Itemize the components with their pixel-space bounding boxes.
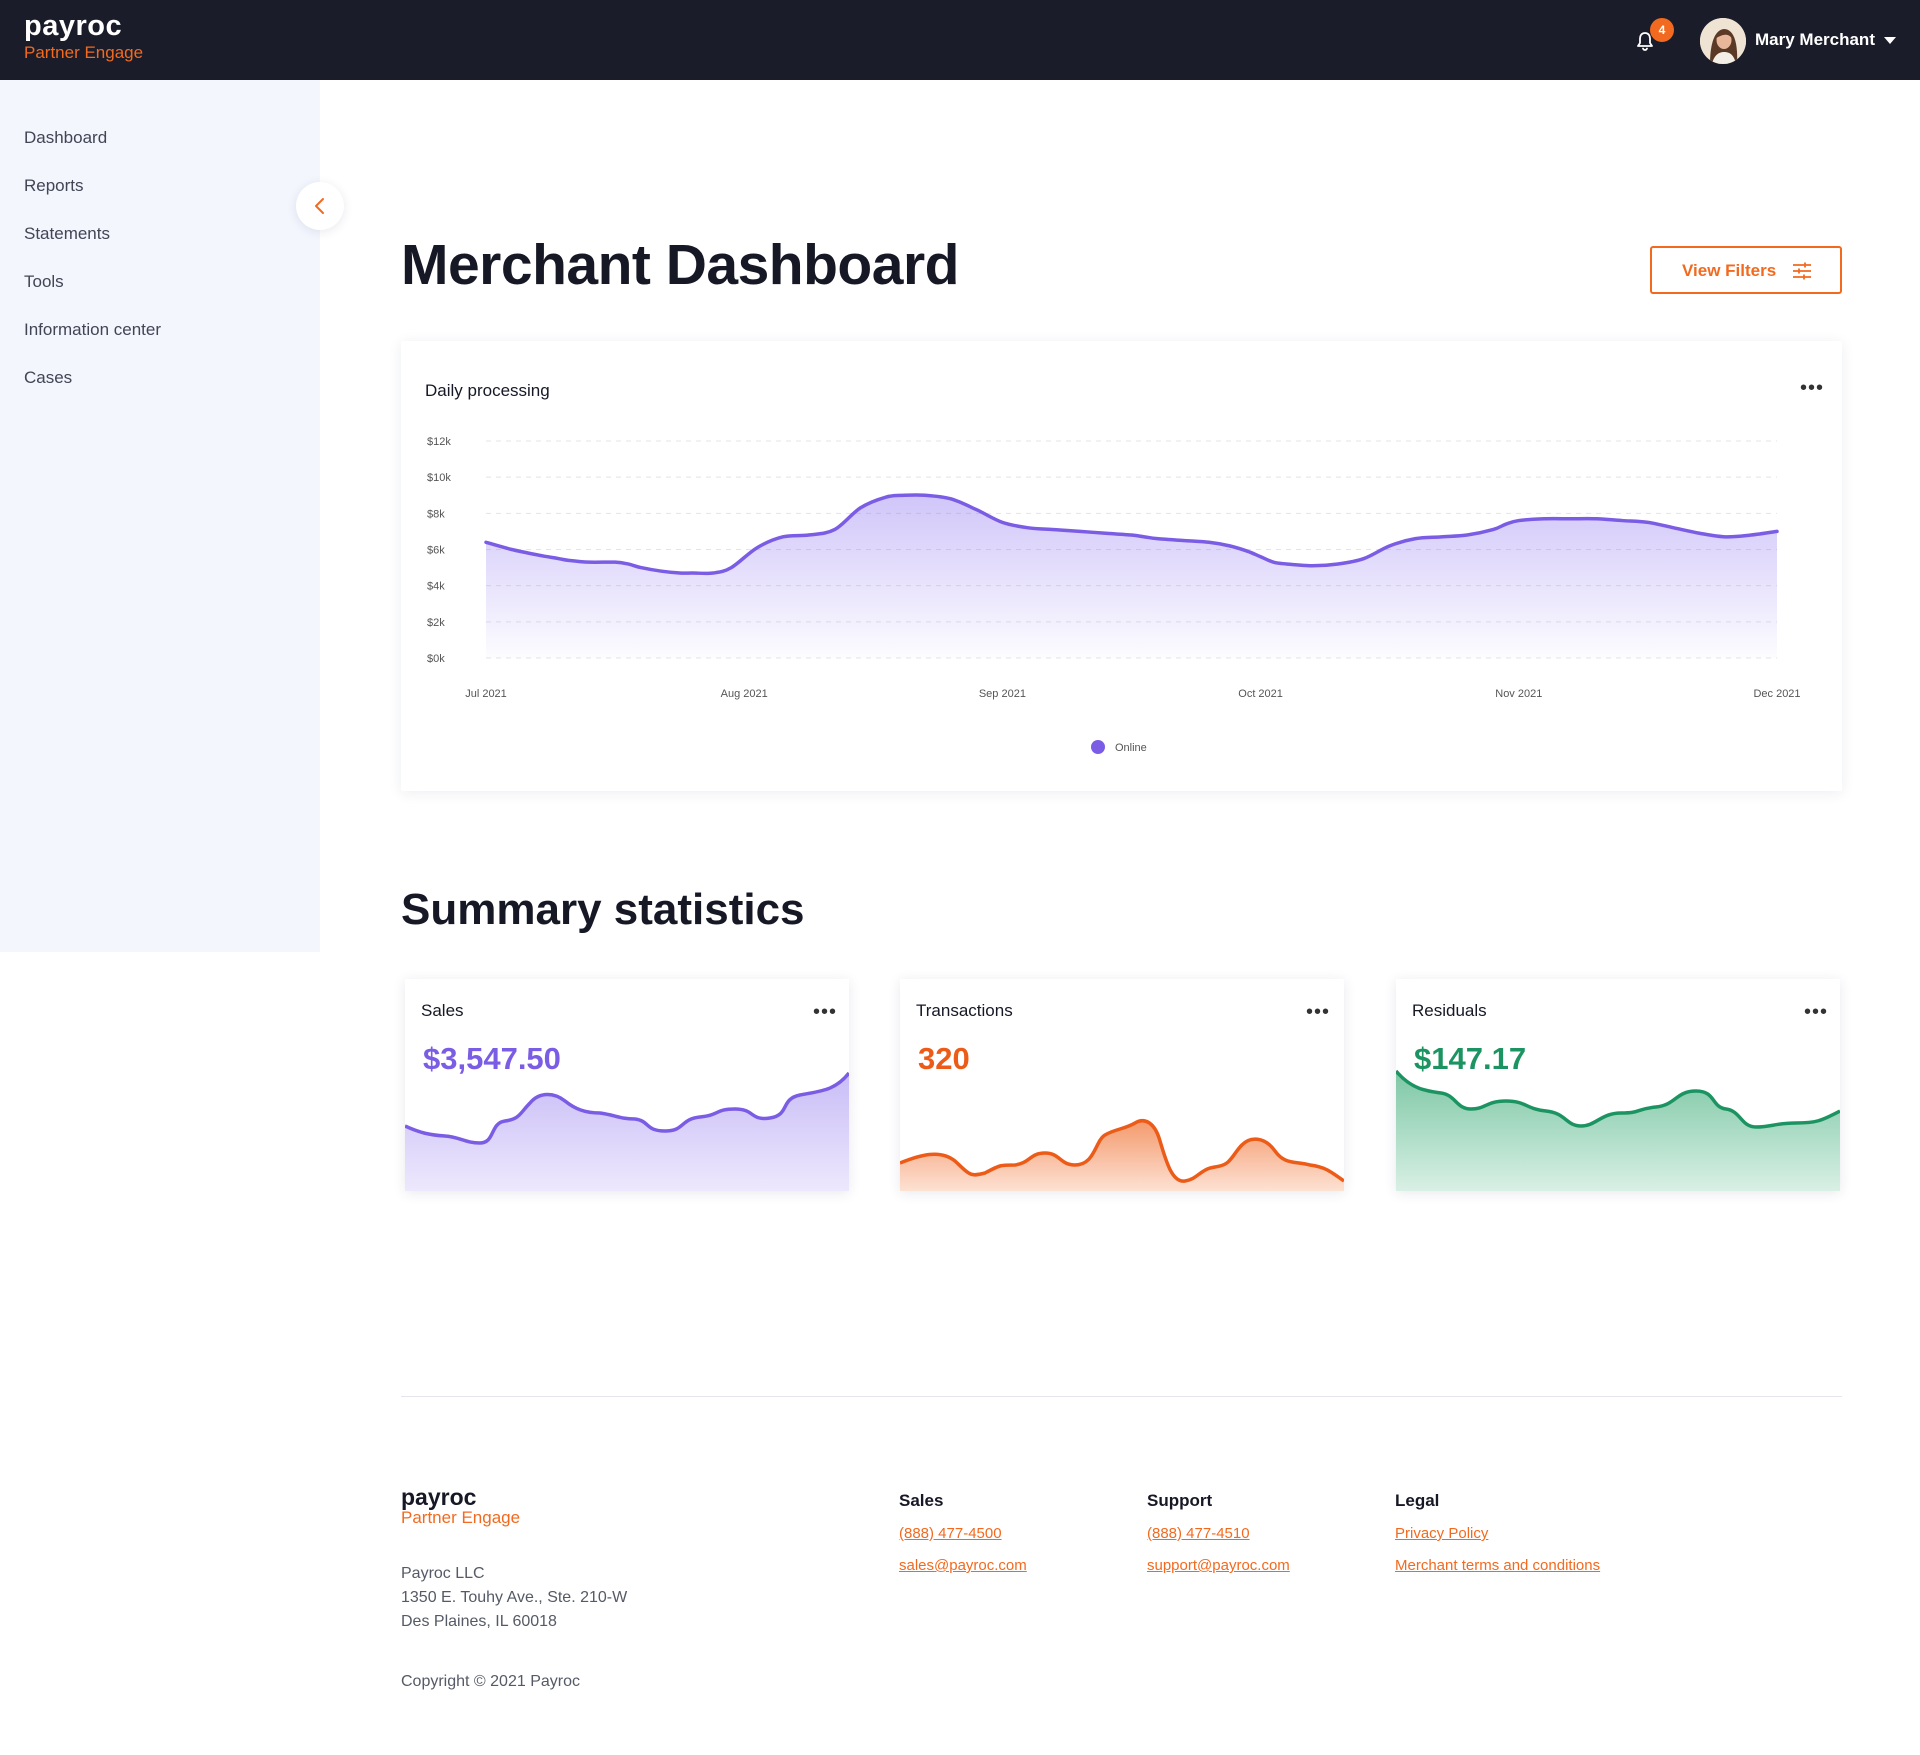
footer-copyright: Copyright © 2021 Payroc [401, 1673, 580, 1690]
x-tick-label: Nov 2021 [1495, 688, 1542, 700]
summary-title: Summary statistics [401, 885, 805, 934]
footer-company: Payroc LLC [401, 1565, 485, 1582]
sidebar-item-reports[interactable]: Reports [24, 176, 84, 195]
y-tick-label: $12k [427, 436, 451, 448]
sidebar-item-information-center[interactable]: Information center [24, 320, 162, 339]
footer-logo-wordmark[interactable]: payroc [401, 1484, 477, 1510]
stat-label: Residuals [1412, 1001, 1487, 1020]
avatar[interactable] [1700, 18, 1746, 64]
chart-title: Daily processing [425, 381, 550, 400]
y-tick-label: $6k [427, 545, 445, 557]
daily-processing-card: Daily processing ••• $0k $2k $4k $6k $8k $10k… [401, 341, 1842, 791]
x-tick-label: Oct 2021 [1238, 688, 1283, 700]
x-tick-label: Aug 2021 [721, 688, 768, 700]
y-tick-label: $4k [427, 581, 445, 593]
footer-legal-title: Legal [1395, 1491, 1440, 1510]
footer-sales-title: Sales [899, 1491, 944, 1510]
footer-divider [401, 1396, 1842, 1397]
sidebar: Dashboard Reports Statements Tools Infor… [0, 80, 320, 952]
x-tick-label: Jul 2021 [465, 688, 507, 700]
footer-terms-link[interactable]: Merchant terms and conditions [1395, 1557, 1601, 1574]
y-tick-label: $10k [427, 472, 451, 484]
sidebar-item-cases[interactable]: Cases [24, 368, 73, 387]
sales-sparkline [405, 1071, 849, 1191]
transactions-sparkline [900, 1119, 1344, 1191]
footer-street: 1350 E. Touhy Ave., Ste. 210-W [401, 1589, 628, 1606]
page-title: Merchant Dashboard [401, 233, 959, 297]
footer-sales-email[interactable]: sales@payroc.com [899, 1557, 1027, 1574]
series-line-online [484, 493, 1779, 576]
view-filters-label: View Filters [1682, 261, 1777, 280]
stat-card-sales: Sales ••• $3,547.50 [405, 979, 849, 1191]
sidebar-item-tools[interactable]: Tools [24, 272, 64, 291]
chevron-down-icon[interactable] [1884, 37, 1896, 44]
view-filters-button[interactable]: View Filters [1650, 246, 1842, 294]
footer-city: Des Plaines, IL 60018 [401, 1613, 557, 1630]
legend-label-online: Online [1115, 742, 1147, 754]
stat-value: $3,547.50 [423, 1041, 561, 1076]
y-tick-label: $2k [427, 617, 445, 629]
footer-support-email[interactable]: support@payroc.com [1147, 1557, 1290, 1574]
stat-label: Sales [421, 1001, 464, 1020]
sliders-icon [1793, 262, 1811, 280]
user-name[interactable]: Mary Merchant [1755, 30, 1875, 49]
logo-wordmark[interactable]: payroc [24, 10, 123, 42]
legend-marker-online [1091, 740, 1105, 754]
stat-card-residuals: Residuals ••• $147.17 [1396, 979, 1840, 1191]
sidebar-item-statements[interactable]: Statements [24, 224, 110, 243]
more-options-icon[interactable]: ••• [1306, 1001, 1331, 1023]
more-options-icon[interactable]: ••• [813, 1001, 838, 1023]
footer-support-title: Support [1147, 1491, 1213, 1510]
footer-sales-phone[interactable]: (888) 477-4500 [899, 1525, 1002, 1542]
top-bar: payroc Partner Engage 4 Mary Merchant [0, 0, 1920, 80]
daily-processing-chart: $0k $2k $4k $6k $8k $10k $12k Jul 2021 Aug 2021… [427, 436, 1801, 754]
stat-value: $147.17 [1414, 1041, 1527, 1076]
chevron-left-icon [315, 198, 324, 214]
logo-product-name: Partner Engage [24, 43, 144, 62]
residuals-sparkline [1396, 1069, 1840, 1191]
sidebar-item-dashboard[interactable]: Dashboard [24, 128, 108, 147]
y-tick-label: $0k [427, 653, 445, 665]
footer-logo-product-name: Partner Engage [401, 1508, 521, 1527]
x-tick-label: Dec 2021 [1753, 688, 1800, 700]
y-tick-label: $8k [427, 508, 445, 520]
bell-icon[interactable] [1634, 30, 1656, 52]
footer-support-phone[interactable]: (888) 477-4510 [1147, 1525, 1250, 1542]
footer-privacy-link[interactable]: Privacy Policy [1395, 1525, 1489, 1542]
x-tick-label: Sep 2021 [979, 688, 1026, 700]
stat-value: 320 [918, 1041, 970, 1076]
notification-badge: 4 [1650, 18, 1674, 42]
stat-card-transactions: Transactions ••• 320 [900, 979, 1344, 1191]
stat-label: Transactions [916, 1001, 1013, 1020]
sidebar-collapse-button[interactable] [296, 182, 344, 230]
more-options-icon[interactable]: ••• [1804, 1001, 1829, 1023]
